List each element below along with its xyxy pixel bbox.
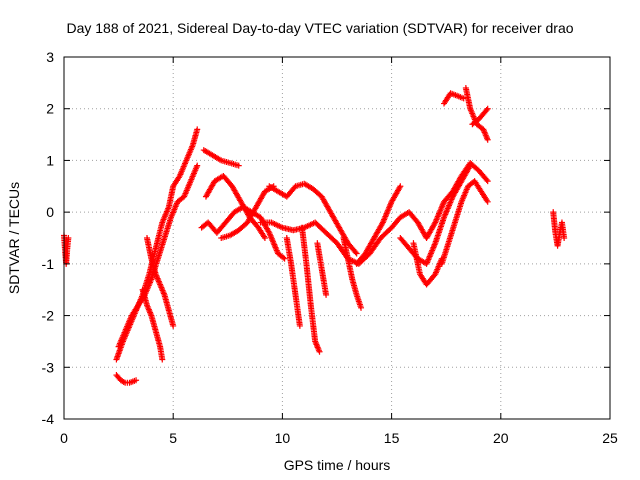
data-point-fill xyxy=(483,107,490,114)
data-point xyxy=(194,162,201,169)
series xyxy=(314,240,330,298)
series xyxy=(61,232,72,267)
series xyxy=(200,147,242,169)
y-tick-label: 1 xyxy=(46,152,54,168)
data-point xyxy=(261,235,268,241)
x-tick-label: 20 xyxy=(493,430,509,446)
y-axis-label: SDTVAR / TECUs xyxy=(6,182,22,294)
x-tick-label: 25 xyxy=(602,430,618,446)
data-point xyxy=(296,322,303,329)
series xyxy=(266,180,360,257)
series xyxy=(115,162,201,350)
x-tick-label: 10 xyxy=(275,430,291,446)
x-tick-label: 5 xyxy=(169,430,177,446)
data-point xyxy=(484,198,491,205)
data-point xyxy=(484,136,491,143)
y-tick-label: -1 xyxy=(42,256,55,272)
series xyxy=(257,219,395,267)
y-tick-label: -2 xyxy=(42,308,55,324)
series xyxy=(441,90,467,107)
x-axis-label: GPS time / hours xyxy=(284,457,391,473)
data-point xyxy=(484,105,491,112)
y-tick-label: -4 xyxy=(42,411,55,427)
data-point xyxy=(235,162,242,169)
series xyxy=(198,203,288,262)
x-tick-label: 15 xyxy=(384,430,400,446)
data-point xyxy=(467,162,474,169)
series xyxy=(218,183,277,241)
plot-frame xyxy=(63,56,611,420)
series xyxy=(139,286,166,363)
series xyxy=(299,224,323,355)
grid xyxy=(64,57,610,419)
data-point-fill xyxy=(352,249,359,256)
y-tick-label: -3 xyxy=(42,359,55,375)
data-point xyxy=(194,126,201,133)
data-points xyxy=(61,85,568,386)
data-point-fill xyxy=(483,176,490,183)
data-point xyxy=(133,377,140,384)
data-point xyxy=(323,291,330,298)
series xyxy=(469,105,491,128)
series xyxy=(340,235,365,311)
series xyxy=(438,178,491,267)
data-point xyxy=(159,356,166,363)
series xyxy=(410,240,445,288)
series xyxy=(353,183,404,267)
data-point xyxy=(397,183,404,190)
series xyxy=(283,235,303,329)
data-point xyxy=(353,250,360,257)
data-point xyxy=(65,235,72,241)
series xyxy=(462,85,491,143)
y-tick-label: 0 xyxy=(46,204,54,220)
data-point-fill xyxy=(280,254,287,261)
data-point xyxy=(170,322,177,329)
series xyxy=(550,209,568,249)
data-point xyxy=(316,348,323,355)
y-tick-label: 2 xyxy=(46,101,54,117)
series xyxy=(143,235,177,329)
data-point xyxy=(358,304,365,311)
data-point xyxy=(281,255,288,262)
chart-title: Day 188 of 2021, Sidereal Day-to-day VTE… xyxy=(66,20,573,36)
series xyxy=(113,372,140,386)
x-tick-label: 0 xyxy=(60,430,68,446)
data-point xyxy=(460,95,467,102)
y-tick-label: 3 xyxy=(46,49,54,65)
data-point xyxy=(561,235,568,241)
series xyxy=(397,162,474,267)
data-point xyxy=(484,178,491,185)
